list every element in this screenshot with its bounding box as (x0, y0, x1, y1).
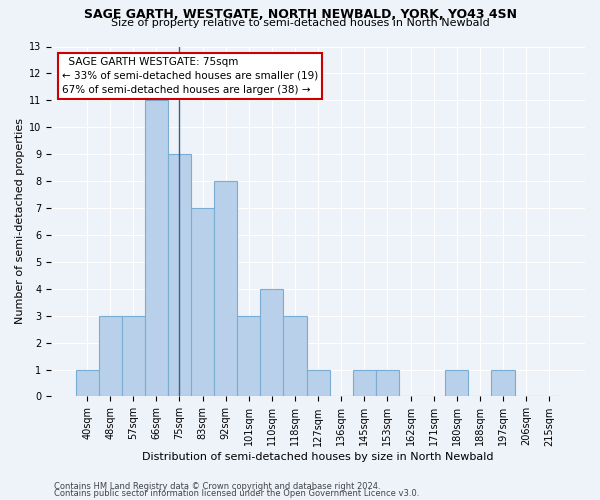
Bar (145, 100, 168, 397)
Text: SAGE GARTH WESTGATE: 75sqm
← 33% of semi-detached houses are smaller (19)
67% of: SAGE GARTH WESTGATE: 75sqm ← 33% of semi… (62, 57, 318, 95)
Bar (307, 370, 329, 396)
Bar (214, 181, 237, 396)
Text: Contains public sector information licensed under the Open Government Licence v3: Contains public sector information licen… (54, 489, 419, 498)
Bar (191, 208, 214, 396)
Bar (98, 316, 122, 396)
Bar (491, 370, 515, 396)
Bar (283, 316, 307, 396)
Bar (122, 316, 145, 396)
Text: Contains HM Land Registry data © Crown copyright and database right 2024.: Contains HM Land Registry data © Crown c… (54, 482, 380, 491)
Bar (353, 370, 376, 396)
Text: Size of property relative to semi-detached houses in North Newbald: Size of property relative to semi-detach… (110, 18, 490, 28)
Text: SAGE GARTH, WESTGATE, NORTH NEWBALD, YORK, YO43 4SN: SAGE GARTH, WESTGATE, NORTH NEWBALD, YOR… (83, 8, 517, 20)
Bar (76, 370, 98, 396)
Bar (445, 370, 469, 396)
Bar (260, 289, 283, 397)
Bar (376, 370, 399, 396)
Y-axis label: Number of semi-detached properties: Number of semi-detached properties (15, 118, 25, 324)
Bar (237, 316, 260, 396)
Bar (168, 154, 191, 396)
X-axis label: Distribution of semi-detached houses by size in North Newbald: Distribution of semi-detached houses by … (142, 452, 494, 462)
